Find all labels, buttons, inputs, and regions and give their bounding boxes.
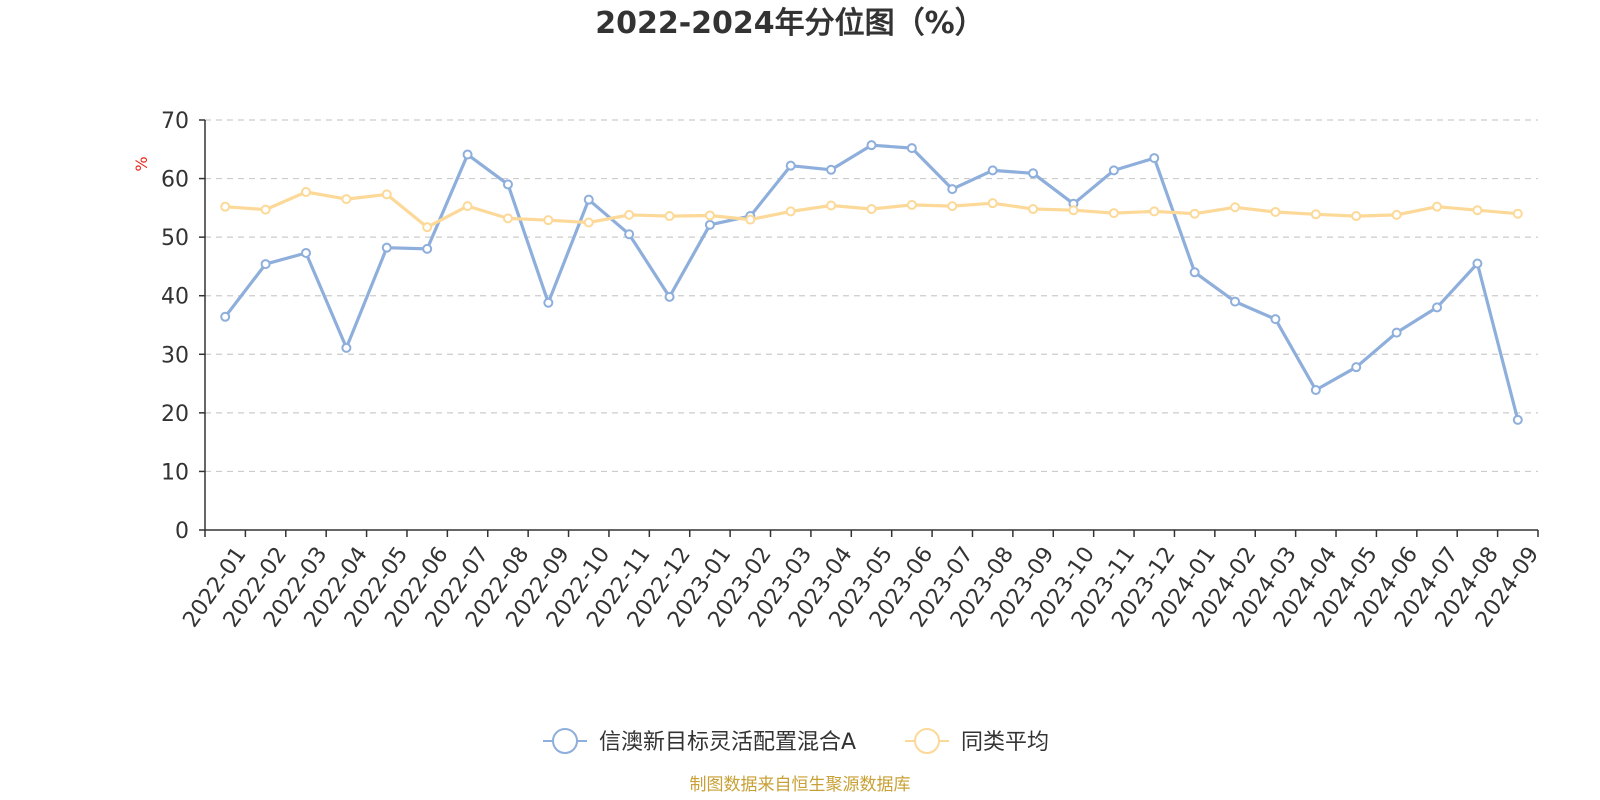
y-tick-label: 60 <box>161 168 189 193</box>
axes: 0102030405060702022-012022-022022-032022… <box>161 109 1544 632</box>
y-tick-label: 30 <box>161 343 189 368</box>
data-point-2 <box>906 199 917 210</box>
data-point-1 <box>1472 258 1483 269</box>
data-point-2 <box>987 198 998 209</box>
data-point-1 <box>1432 302 1443 313</box>
legend[interactable]: 信澳新目标灵活配置混合A 同类平均 <box>543 728 1049 755</box>
y-tick-label: 70 <box>161 109 189 134</box>
source-note: 制图数据来自恒生聚源数据库 <box>690 775 911 795</box>
data-point-2 <box>1068 205 1079 216</box>
data-point-1 <box>785 160 796 171</box>
data-point-1 <box>220 311 231 322</box>
data-point-2 <box>1149 206 1160 217</box>
data-point-2 <box>1351 211 1362 222</box>
data-point-2 <box>381 189 392 200</box>
data-point-1 <box>1189 267 1200 278</box>
data-point-1 <box>624 229 635 240</box>
data-point-1 <box>462 149 473 160</box>
data-point-1 <box>1351 362 1362 373</box>
legend-label: 同类平均 <box>961 730 1049 755</box>
legend-label: 信澳新目标灵活配置混合A <box>599 730 856 755</box>
data-point-1 <box>704 219 715 230</box>
y-tick-label: 40 <box>161 285 189 310</box>
data-point-1 <box>543 297 554 308</box>
data-point-1 <box>947 184 958 195</box>
chart-title: 2022-2024年分位图（%） <box>595 6 985 41</box>
data-point-2 <box>341 194 352 205</box>
data-point-1 <box>1230 296 1241 307</box>
data-point-1 <box>260 259 271 270</box>
data-point-2 <box>704 210 715 221</box>
data-point-1 <box>341 342 352 353</box>
legend-item-2[interactable]: 同类平均 <box>905 728 1049 755</box>
series-lines <box>220 140 1523 425</box>
data-point-2 <box>1391 209 1402 220</box>
data-point-1 <box>1310 385 1321 396</box>
data-point-2 <box>1472 205 1483 216</box>
data-point-2 <box>300 187 311 198</box>
y-axis-unit-label: % <box>132 156 151 171</box>
legend-item-1[interactable]: 信澳新目标灵活配置混合A <box>543 728 856 755</box>
data-point-2 <box>785 206 796 217</box>
data-point-1 <box>987 165 998 176</box>
data-point-2 <box>260 204 271 215</box>
data-point-1 <box>906 143 917 154</box>
grid-lines <box>205 119 1538 473</box>
data-point-1 <box>300 247 311 258</box>
data-point-2 <box>947 201 958 212</box>
data-point-2 <box>866 204 877 215</box>
data-point-1 <box>1391 327 1402 338</box>
y-tick-label: 10 <box>161 460 189 485</box>
data-point-1 <box>664 291 675 302</box>
data-point-1 <box>826 164 837 175</box>
data-point-2 <box>1230 202 1241 213</box>
data-point-2 <box>664 211 675 222</box>
legend-circle-icon <box>552 728 578 754</box>
series-line-1 <box>223 143 1520 422</box>
data-point-2 <box>543 215 554 226</box>
data-point-1 <box>502 179 513 190</box>
data-point-2 <box>1270 206 1281 217</box>
data-point-1 <box>583 194 594 205</box>
data-point-1 <box>1512 414 1523 425</box>
data-point-1 <box>1270 314 1281 325</box>
data-point-1 <box>422 243 433 254</box>
data-point-2 <box>1189 208 1200 219</box>
y-tick-label: 0 <box>175 519 189 544</box>
data-point-2 <box>1108 208 1119 219</box>
data-point-2 <box>1310 209 1321 220</box>
data-point-1 <box>1108 165 1119 176</box>
data-point-2 <box>1512 208 1523 219</box>
data-point-2 <box>502 213 513 224</box>
data-point-1 <box>1149 153 1160 164</box>
data-point-2 <box>1028 204 1039 215</box>
data-point-2 <box>220 201 231 212</box>
data-point-2 <box>826 200 837 211</box>
data-point-2 <box>745 214 756 225</box>
data-point-2 <box>422 222 433 233</box>
data-point-1 <box>866 140 877 151</box>
data-point-2 <box>583 217 594 228</box>
data-point-2 <box>624 209 635 220</box>
data-point-2 <box>462 201 473 212</box>
legend-circle-icon <box>914 728 940 754</box>
data-point-2 <box>1432 201 1443 212</box>
data-point-1 <box>381 242 392 253</box>
y-tick-label: 20 <box>161 402 189 427</box>
y-tick-label: 50 <box>161 226 189 251</box>
data-point-1 <box>1028 168 1039 179</box>
